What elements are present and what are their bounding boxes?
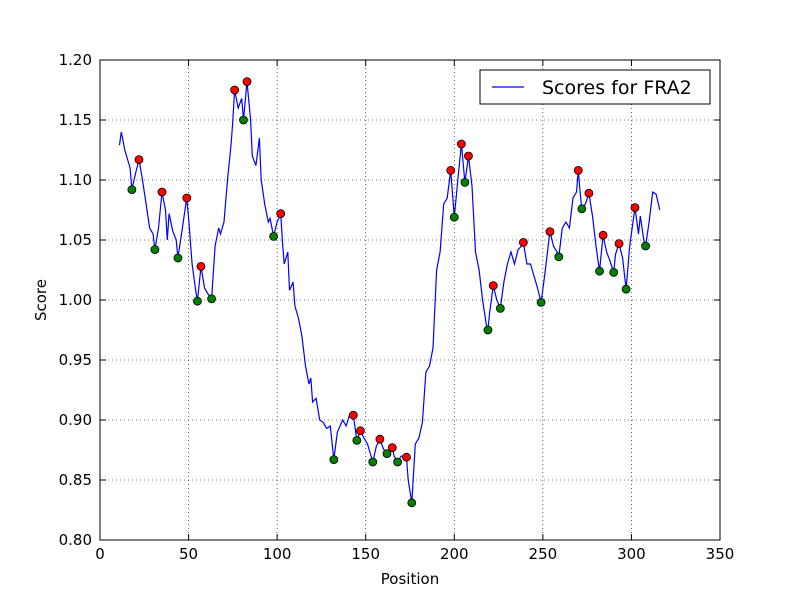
marker	[276, 209, 286, 219]
marker	[641, 241, 650, 251]
marker	[382, 449, 392, 459]
marker	[402, 452, 411, 462]
marker	[460, 177, 470, 187]
marker	[368, 457, 378, 467]
marker	[134, 155, 144, 165]
marker	[127, 185, 137, 195]
marker	[449, 212, 459, 222]
y-tick-label: 1.05	[59, 231, 92, 249]
marker	[488, 281, 498, 291]
y-tick-label: 0.80	[59, 531, 92, 549]
marker	[584, 188, 594, 198]
marker	[577, 204, 587, 214]
marker	[495, 303, 505, 313]
marker	[518, 237, 528, 247]
marker	[621, 284, 631, 294]
y-tick-label: 1.00	[59, 291, 92, 309]
marker	[595, 266, 604, 276]
marker	[150, 245, 160, 255]
x-tick-label: 150	[351, 545, 380, 563]
marker	[407, 498, 417, 508]
marker	[375, 434, 385, 444]
marker	[609, 267, 619, 277]
x-tick-label: 0	[95, 545, 105, 563]
y-tick-label: 1.10	[59, 171, 92, 189]
x-tick-label: 200	[440, 545, 469, 563]
x-tick-label: 350	[706, 545, 735, 563]
marker	[157, 187, 167, 197]
marker	[573, 165, 583, 175]
x-tick-label: 50	[179, 545, 198, 563]
marker	[173, 253, 183, 263]
y-tick-label: 0.95	[59, 351, 92, 369]
marker	[239, 115, 248, 125]
marker	[352, 435, 362, 445]
plot-frame	[99, 59, 721, 541]
marker	[269, 231, 279, 241]
marker	[614, 239, 624, 249]
marker	[393, 457, 403, 467]
x-tick-label: 250	[529, 545, 558, 563]
y-tick-label: 1.15	[59, 111, 92, 129]
y-tick-label: 0.90	[59, 411, 92, 429]
marker	[207, 294, 217, 304]
x-tick-label: 100	[263, 545, 292, 563]
marker	[193, 296, 202, 306]
y-tick-label: 1.20	[59, 51, 92, 69]
marker	[630, 203, 640, 213]
legend-label: Scores for FRA2	[542, 77, 692, 99]
marker	[230, 85, 240, 95]
marker	[355, 426, 365, 436]
x-tick-label: 300	[617, 545, 646, 563]
marker	[464, 151, 473, 161]
marker	[554, 252, 564, 262]
marker	[456, 139, 466, 149]
marker	[598, 230, 608, 240]
y-tick-label: 0.85	[59, 471, 92, 489]
marker	[242, 77, 252, 86]
y-axis-label: Score	[32, 279, 50, 321]
marker	[329, 455, 339, 465]
marker	[348, 410, 358, 420]
x-axis-label: Position	[381, 570, 439, 588]
marker	[182, 193, 192, 203]
marker	[196, 261, 206, 271]
marker	[483, 325, 493, 335]
marker	[387, 443, 397, 453]
marker	[536, 297, 546, 307]
marker	[446, 165, 456, 175]
marker	[545, 227, 555, 237]
